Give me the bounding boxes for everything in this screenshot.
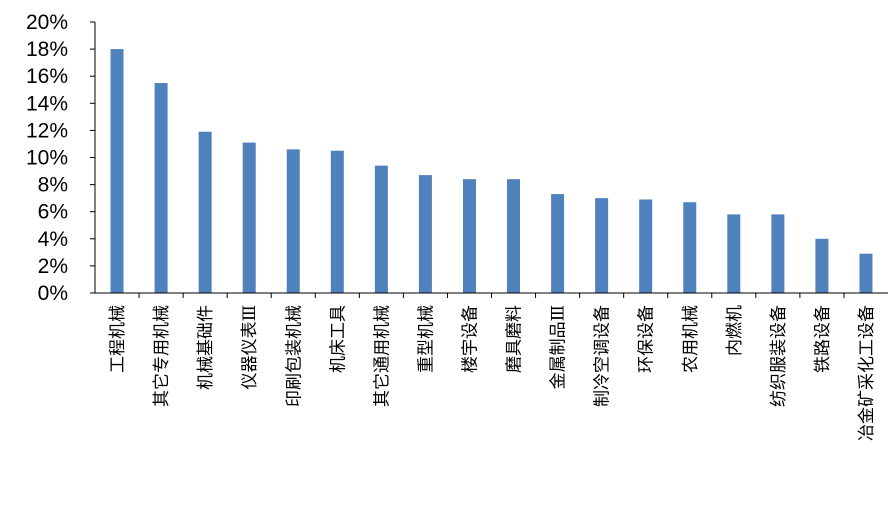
y-tick-label: 8% [38, 174, 68, 197]
x-tick-label: 其它通用机械 [372, 305, 392, 407]
bar-11 [551, 194, 565, 293]
x-tick-label: 磨具磨料 [505, 305, 525, 373]
y-tick-label: 16% [26, 65, 68, 88]
y-tick-label: 14% [26, 92, 68, 115]
x-tick-label: 制冷空调设备 [593, 305, 613, 407]
x-tick-label: 农用机械 [681, 305, 701, 373]
x-tick-label: 纺织服装设备 [769, 305, 789, 407]
x-axis: 工程机械 其它专用机械 机械基础件 仪器仪表Ⅲ 印刷包装机械 机床工具 其它通用机械 重型机械… [95, 292, 888, 441]
bar-9 [462, 179, 476, 293]
x-tick-label: 重型机械 [416, 305, 436, 373]
bar-15 [727, 214, 741, 293]
bar-5 [286, 149, 300, 293]
bar-8 [418, 175, 432, 293]
y-tick-label: 12% [26, 119, 68, 142]
y-tick-label: 2% [38, 255, 68, 278]
bar-2 [154, 82, 168, 293]
bar-10 [507, 179, 521, 293]
x-tick-label: 环保设备 [637, 305, 657, 373]
bar-12 [595, 198, 609, 293]
y-tick-label: 10% [26, 147, 68, 170]
x-tick-label: 内燃机 [725, 305, 745, 356]
x-tick-label: 冶金矿采化工设备 [857, 305, 877, 441]
y-tick-label: 6% [38, 201, 68, 224]
x-tick-label: 铁路设备 [813, 305, 833, 373]
x-tick-label: 其它专用机械 [152, 305, 172, 407]
x-tick-label: 楼宇设备 [460, 305, 480, 373]
bar-13 [639, 199, 653, 293]
x-tick-label: 仪器仪表Ⅲ [240, 305, 260, 389]
bar-7 [374, 165, 388, 293]
bar-18 [859, 253, 873, 293]
y-tick-label: 0% [38, 282, 68, 305]
bar-6 [330, 150, 344, 293]
x-tick-label: 机械基础件 [196, 305, 216, 390]
bar-4 [242, 142, 256, 293]
y-tick-label: 18% [26, 38, 68, 61]
bar-16 [771, 214, 785, 293]
bar-14 [683, 202, 697, 293]
bars [110, 49, 873, 293]
x-tick-label: 印刷包装机械 [284, 305, 304, 407]
bar-3 [198, 131, 212, 293]
bar-17 [815, 238, 829, 293]
bar-1 [110, 49, 124, 293]
y-tick-label: 4% [38, 228, 68, 251]
x-tick-label: 金属制品Ⅲ [549, 305, 569, 389]
y-axis: 0% 2% 4% 6% 8% 10% 12% 14% 16% 18% 20% [26, 11, 96, 305]
x-tick-label: 机床工具 [328, 305, 348, 373]
x-tick-label: 工程机械 [108, 305, 128, 373]
y-tick-label: 20% [26, 11, 68, 34]
